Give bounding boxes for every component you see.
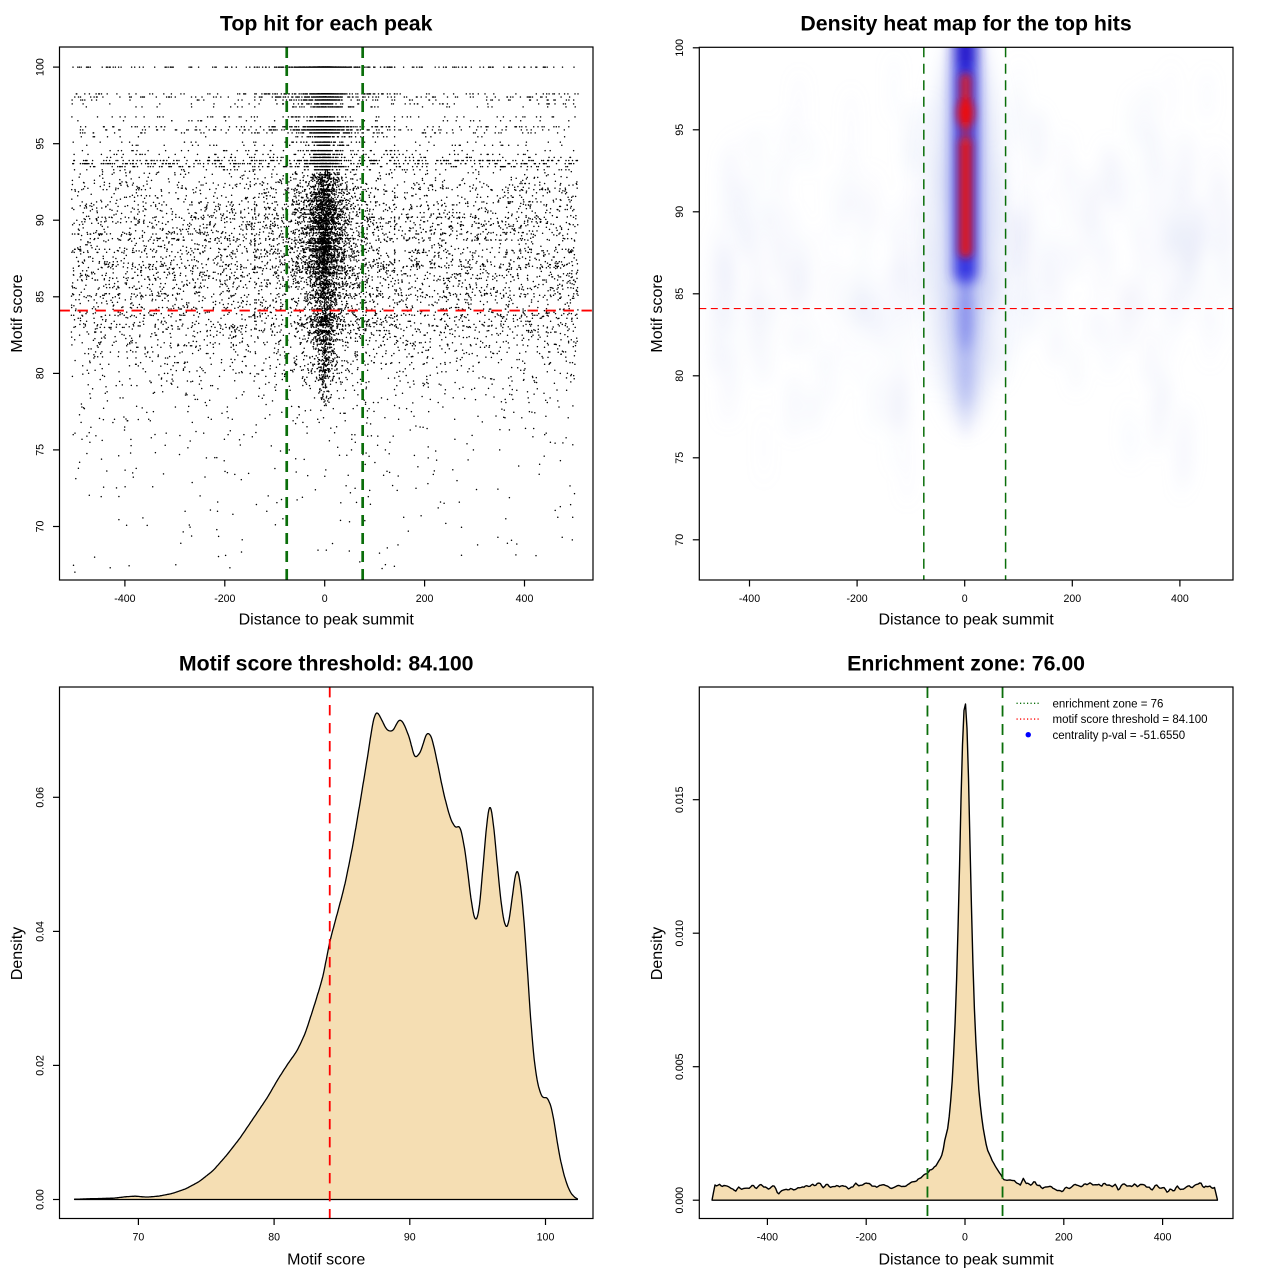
- svg-text:75: 75: [34, 444, 46, 456]
- svg-text:70: 70: [674, 534, 686, 546]
- svg-text:-200: -200: [846, 593, 867, 605]
- svg-text:0.015: 0.015: [674, 786, 686, 813]
- svg-text:75: 75: [674, 452, 686, 464]
- svg-text:enrichment zone = 76: enrichment zone = 76: [1053, 698, 1164, 710]
- svg-text:0: 0: [962, 593, 968, 605]
- svg-text:70: 70: [133, 1231, 145, 1243]
- svg-text:0.000: 0.000: [674, 1187, 686, 1214]
- svg-text:0.02: 0.02: [34, 1055, 46, 1076]
- svg-text:Motif score threshold: 84.100: Motif score threshold: 84.100: [179, 652, 474, 676]
- svg-text:Density heat map for the top h: Density heat map for the top hits: [800, 12, 1131, 36]
- svg-text:-200: -200: [856, 1231, 877, 1243]
- svg-text:0: 0: [962, 1231, 968, 1243]
- svg-text:0.005: 0.005: [674, 1053, 686, 1080]
- svg-text:Density: Density: [649, 927, 666, 980]
- svg-text:80: 80: [674, 370, 686, 382]
- svg-text:Distance to peak summit: Distance to peak summit: [879, 612, 1055, 629]
- svg-text:400: 400: [1171, 593, 1189, 605]
- svg-text:Motif score: Motif score: [9, 274, 26, 352]
- svg-text:200: 200: [416, 593, 434, 605]
- svg-text:100: 100: [537, 1231, 555, 1243]
- svg-text:0.00: 0.00: [34, 1189, 46, 1210]
- svg-text:400: 400: [1154, 1231, 1172, 1243]
- svg-text:Density: Density: [9, 927, 26, 980]
- svg-text:0.06: 0.06: [34, 787, 46, 808]
- svg-text:Enrichment zone: 76.00: Enrichment zone: 76.00: [847, 652, 1085, 676]
- svg-text:90: 90: [34, 214, 46, 226]
- svg-text:100: 100: [674, 39, 686, 57]
- svg-text:0: 0: [322, 593, 328, 605]
- svg-text:80: 80: [268, 1231, 280, 1243]
- svg-text:-200: -200: [214, 593, 235, 605]
- svg-text:0.04: 0.04: [34, 921, 46, 942]
- svg-text:85: 85: [34, 291, 46, 303]
- svg-text:-400: -400: [114, 593, 135, 605]
- svg-text:Motif score: Motif score: [649, 274, 666, 352]
- svg-text:centrality p-val = -51.6550: centrality p-val = -51.6550: [1053, 730, 1186, 742]
- svg-text:motif score threshold = 84.100: motif score threshold = 84.100: [1053, 714, 1208, 726]
- svg-text:Top hit for each peak: Top hit for each peak: [220, 12, 433, 36]
- svg-text:85: 85: [674, 288, 686, 300]
- svg-text:Motif score: Motif score: [287, 1252, 365, 1269]
- svg-text:Distance to peak summit: Distance to peak summit: [879, 1252, 1055, 1269]
- svg-text:90: 90: [674, 206, 686, 218]
- svg-text:100: 100: [34, 58, 46, 76]
- svg-text:95: 95: [674, 124, 686, 136]
- svg-text:80: 80: [34, 367, 46, 379]
- svg-text:90: 90: [404, 1231, 416, 1243]
- svg-text:400: 400: [516, 593, 534, 605]
- svg-text:200: 200: [1055, 1231, 1073, 1243]
- svg-text:-400: -400: [739, 593, 760, 605]
- svg-text:70: 70: [34, 521, 46, 533]
- svg-text:Distance to peak summit: Distance to peak summit: [239, 612, 415, 629]
- svg-text:200: 200: [1063, 593, 1081, 605]
- svg-text:0.010: 0.010: [674, 920, 686, 947]
- svg-text:-400: -400: [757, 1231, 778, 1243]
- svg-text:95: 95: [34, 138, 46, 150]
